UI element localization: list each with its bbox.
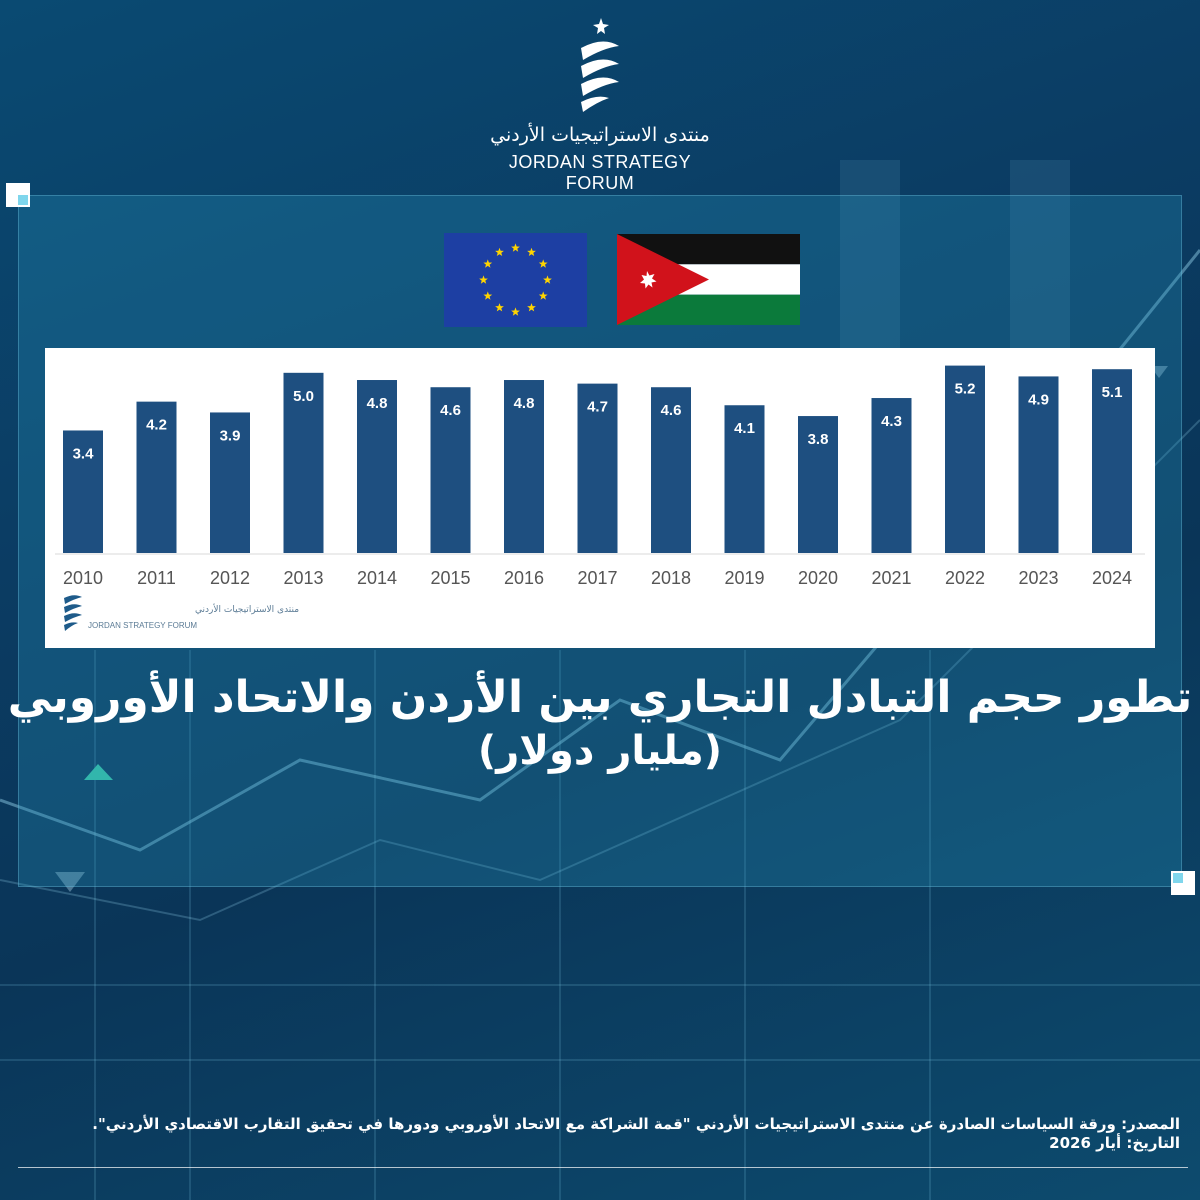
- eu-star: [483, 291, 493, 300]
- chart-subtitle-unit: (مليار دولار): [477, 728, 723, 774]
- forum-logo: منتدى الاستراتيجيات الأردني JORDAN STRAT…: [480, 18, 720, 194]
- data-label-2014: 4.8: [367, 395, 388, 412]
- x-tick-label-2018: 2018: [651, 568, 691, 588]
- bar-2010: [63, 430, 103, 553]
- eu-star: [479, 275, 488, 284]
- bar-2013: [283, 372, 324, 553]
- data-label-2021: 4.3: [881, 413, 902, 430]
- bar-2011: [136, 401, 177, 553]
- data-label-2011: 4.2: [146, 417, 167, 434]
- data-label-2020: 3.8: [808, 431, 829, 448]
- date-line: التاريخ: أيار 2026: [1049, 1134, 1180, 1152]
- source-line: المصدر: ورقة السياسات الصادرة عن منتدى ا…: [92, 1115, 1180, 1133]
- bar-2021: [871, 398, 912, 553]
- data-label-2018: 4.6: [661, 402, 682, 419]
- source-note: المصدر: ورقة السياسات الصادرة عن منتدى ا…: [20, 1115, 1180, 1153]
- x-tick-label-2023: 2023: [1018, 568, 1058, 588]
- x-tick-label-2024: 2024: [1092, 568, 1132, 588]
- forum-emblem-icon: [581, 18, 619, 112]
- x-tick-label-2017: 2017: [577, 568, 617, 588]
- chart-container: 3.4 2010 4.2 2011 3.9 2012 5.0 2013 4.8 2014 4.6 20…: [45, 348, 1155, 648]
- eu-star: [483, 259, 493, 268]
- eu-star: [527, 247, 536, 257]
- data-label-2012: 3.9: [220, 427, 241, 444]
- bar-2023: [1018, 376, 1059, 553]
- data-label-2017: 4.7: [587, 399, 608, 416]
- bar-2017: [577, 383, 618, 553]
- x-tick-label-2012: 2012: [210, 568, 250, 588]
- x-tick-label-2016: 2016: [504, 568, 544, 588]
- eu-star: [543, 275, 552, 284]
- data-label-2016: 4.8: [514, 395, 535, 412]
- bar-2012: [210, 412, 250, 553]
- eu-star: [511, 243, 520, 252]
- x-tick-label-2021: 2021: [871, 568, 911, 588]
- data-label-2019: 4.1: [734, 420, 755, 437]
- footer-divider: [18, 1167, 1188, 1168]
- data-label-2023: 4.9: [1028, 391, 1049, 408]
- eu-star: [495, 247, 504, 257]
- eu-star: [511, 307, 520, 316]
- x-tick-label-2020: 2020: [798, 568, 838, 588]
- bar-chart: 3.4 2010 4.2 2011 3.9 2012 5.0 2013 4.8 2014 4.6 20…: [55, 365, 1145, 631]
- bar-2022: [945, 365, 985, 553]
- logo-name-english: JORDAN STRATEGY FORUM: [508, 152, 692, 193]
- data-label-2024: 5.1: [1102, 384, 1123, 401]
- eu-star: [495, 303, 504, 312]
- bar-2018: [651, 387, 691, 553]
- x-tick-label-2011: 2011: [137, 568, 176, 588]
- chart-title: تطور حجم التبادل التجاري بين الأردن والا…: [7, 672, 1193, 723]
- data-label-2022: 5.2: [955, 381, 976, 398]
- jordan-flag-icon: [617, 234, 800, 325]
- corner-marker-top-left: [6, 183, 30, 207]
- corner-marker-bottom-right: [1171, 871, 1195, 895]
- x-tick-label-2014: 2014: [357, 568, 397, 588]
- bar-2014: [357, 380, 397, 553]
- bar-2024: [1092, 369, 1132, 553]
- eu-star: [527, 303, 536, 312]
- bar-2016: [504, 380, 544, 553]
- bar-2019: [724, 405, 765, 553]
- logo-name-arabic: منتدى الاستراتيجيات الأردني: [490, 124, 710, 146]
- data-label-2015: 4.6: [440, 402, 461, 419]
- eu-star: [538, 259, 548, 268]
- watermark-name-arabic: منتدى الاستراتيجيات الأردني: [195, 603, 299, 615]
- x-tick-label-2019: 2019: [724, 568, 764, 588]
- chart-watermark-logo: منتدى الاستراتيجيات الأردني JORDAN STRAT…: [64, 595, 299, 631]
- eu-star: [538, 291, 548, 300]
- eu-flag-icon: [444, 233, 587, 327]
- bar-2020: [798, 416, 838, 553]
- data-label-2013: 5.0: [293, 388, 314, 405]
- data-label-2010: 3.4: [73, 445, 95, 462]
- bar-2015: [430, 387, 471, 553]
- x-tick-label-2022: 2022: [945, 568, 985, 588]
- x-tick-label-2013: 2013: [283, 568, 323, 588]
- x-tick-label-2010: 2010: [63, 568, 103, 588]
- x-tick-label-2015: 2015: [430, 568, 470, 588]
- watermark-name-english: JORDAN STRATEGY FORUM: [88, 621, 197, 630]
